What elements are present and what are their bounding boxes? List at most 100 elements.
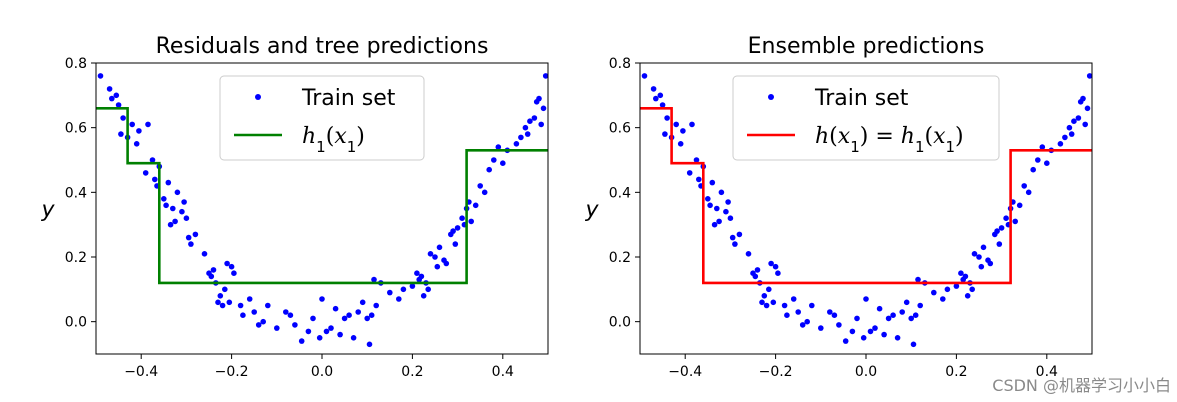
data-point: [387, 289, 393, 296]
data-point: [978, 263, 985, 270]
y-tick-label: 0.2: [65, 250, 87, 266]
data-point: [795, 309, 801, 315]
data-point: [860, 335, 867, 341]
data-point: [689, 121, 695, 128]
data-point: [364, 315, 371, 322]
data-point: [260, 318, 267, 325]
data-point: [894, 335, 901, 341]
data-point: [775, 270, 781, 277]
data-point: [1086, 73, 1092, 79]
data-point: [427, 251, 434, 257]
legend: Train set h1(x1): [219, 75, 425, 161]
data-point: [836, 322, 842, 328]
data-point: [696, 176, 702, 183]
data-point: [152, 176, 158, 183]
y-tick-label: 0.0: [65, 315, 87, 331]
data-point: [434, 263, 441, 270]
data-point: [215, 299, 221, 306]
data-point: [287, 312, 294, 319]
data-point: [714, 205, 720, 212]
data-point: [527, 118, 533, 124]
data-point: [962, 273, 969, 280]
data-point: [217, 293, 224, 299]
data-point: [219, 302, 226, 309]
data-point: [396, 296, 402, 302]
data-point: [192, 231, 199, 238]
x-tick-label: 0.4: [1036, 364, 1058, 380]
data-point: [188, 241, 194, 247]
x-tick-label: −0.4: [124, 364, 158, 380]
data-point: [481, 189, 488, 196]
data-point: [770, 299, 777, 306]
data-point: [538, 121, 544, 128]
data-point: [355, 309, 362, 315]
data-point: [222, 286, 228, 293]
data-point: [1003, 215, 1009, 221]
data-point: [170, 205, 176, 212]
x-tick-label: −0.2: [215, 364, 249, 380]
data-point: [255, 322, 262, 328]
data-point: [723, 208, 729, 215]
data-point: [240, 312, 246, 319]
y-tick-label: 0.4: [65, 185, 87, 201]
data-point: [768, 260, 774, 267]
data-point: [1012, 218, 1018, 225]
y-axis-label: y: [584, 198, 599, 223]
data-point: [185, 234, 192, 241]
data-point: [1071, 118, 1077, 124]
plot-area: [640, 73, 1092, 348]
data-point: [917, 302, 923, 309]
data-point: [729, 234, 736, 241]
plot-area: [96, 73, 548, 348]
data-point: [161, 196, 167, 202]
data-point: [686, 170, 693, 176]
data-point: [224, 260, 230, 267]
data-point: [693, 157, 700, 163]
series-step-line: [640, 107, 1092, 285]
legend-marker: [768, 94, 774, 100]
legend-label: Train set: [814, 86, 909, 111]
data-point: [781, 302, 788, 309]
data-point: [899, 309, 905, 315]
data-point: [707, 202, 713, 209]
data-point: [903, 299, 910, 306]
data-point: [425, 286, 432, 293]
data-point: [165, 179, 172, 186]
data-point: [298, 338, 305, 344]
data-point: [711, 221, 718, 228]
data-point: [120, 115, 126, 121]
data-point: [495, 144, 502, 150]
data-point: [653, 95, 659, 102]
data-point: [659, 102, 666, 108]
data-point: [409, 283, 416, 289]
data-point: [246, 296, 253, 302]
data-point: [323, 328, 330, 335]
data-point: [283, 309, 289, 315]
data-point: [761, 293, 768, 299]
legend-label: Train set: [301, 86, 396, 111]
data-point: [763, 302, 770, 309]
data-point: [709, 179, 716, 186]
data-point: [790, 296, 797, 302]
data-point: [673, 121, 679, 128]
series-step-line: [96, 107, 548, 285]
data-point: [450, 228, 456, 234]
data-point: [657, 92, 664, 99]
data-point: [226, 299, 233, 306]
data-point: [784, 312, 790, 319]
data-point: [136, 128, 142, 134]
data-point: [1084, 105, 1091, 112]
data-point: [1062, 134, 1068, 141]
x-tick-label: 0.4: [492, 364, 514, 380]
data-point: [890, 312, 896, 319]
data-point: [915, 276, 921, 283]
data-point: [1030, 166, 1036, 173]
data-point: [745, 251, 752, 257]
data-point: [420, 293, 427, 299]
data-point: [172, 218, 178, 225]
legend-label: h(x1) = h1(x1): [815, 124, 964, 156]
data-point: [994, 228, 1000, 234]
legend: Train set h(x1) = h1(x1): [732, 75, 1000, 161]
data-point: [732, 241, 738, 247]
data-point: [332, 305, 339, 312]
